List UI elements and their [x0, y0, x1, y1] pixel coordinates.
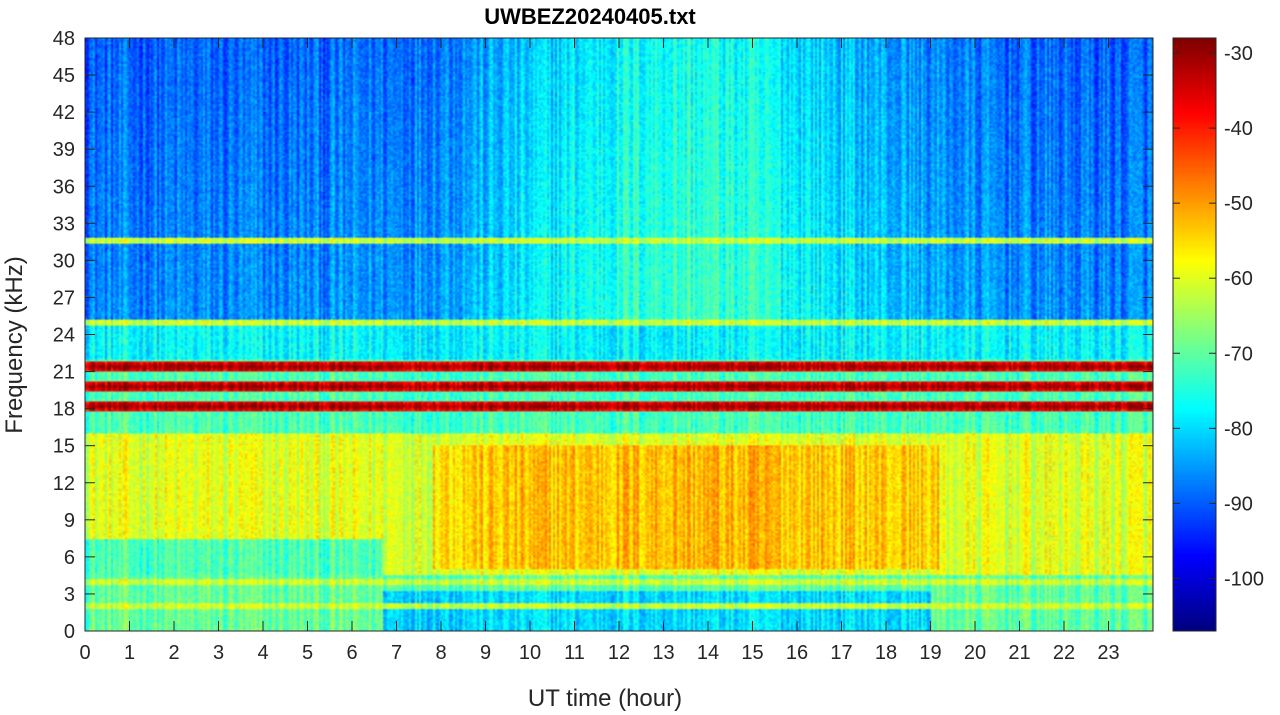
x-tick-label: 4: [257, 642, 268, 664]
x-tick-label: 15: [741, 642, 763, 664]
colorbar-tick-label: -100: [1224, 568, 1264, 590]
colorbar-tick-label: -80: [1224, 418, 1253, 440]
y-tick-label: 12: [53, 473, 75, 495]
colorbar: -30 -40 -50 -60 -70 -80 -90 -100: [1172, 37, 1264, 632]
y-tick-label: 15: [53, 436, 75, 458]
x-tick-label: 7: [391, 642, 402, 664]
colorbar-tick-label: -60: [1224, 268, 1253, 290]
x-tick-label: 14: [697, 642, 719, 664]
colorbar-tick-label: -40: [1224, 118, 1253, 140]
y-tick-label: 3: [64, 584, 75, 606]
colorbar-gradient: [1173, 38, 1216, 631]
x-tick-label: 21: [1008, 642, 1030, 664]
colorbar-tick-label: -90: [1224, 493, 1253, 515]
y-tick-label: 48: [53, 28, 75, 50]
x-axis-label: UT time (hour): [528, 685, 682, 712]
x-tick-label: 12: [608, 642, 630, 664]
y-tick-label: 33: [53, 213, 75, 235]
y-tick-label: 27: [53, 287, 75, 309]
y-tick-label: 30: [53, 250, 75, 272]
x-tick-label: 18: [875, 642, 897, 664]
y-tick-label: 39: [53, 139, 75, 161]
colorbar-frame: [1172, 37, 1217, 632]
x-tick-label: 1: [124, 642, 135, 664]
spectrogram-image: [85, 38, 1153, 631]
x-tick-label: 17: [830, 642, 852, 664]
colorbar-ticks: -30 -40 -50 -60 -70 -80 -90 -100: [1173, 43, 1264, 590]
y-tick-label: 42: [53, 102, 75, 124]
x-tick-label: 20: [964, 642, 986, 664]
x-tick-label: 10: [519, 642, 541, 664]
x-tick-label: 19: [919, 642, 941, 664]
y-tick-label: 45: [53, 65, 75, 87]
y-tick-label: 0: [64, 621, 75, 643]
x-tick-label: 22: [1053, 642, 1075, 664]
y-tick-label: 6: [64, 547, 75, 569]
x-tick-label: 11: [564, 642, 585, 664]
colorbar-tick-label: -30: [1224, 43, 1253, 65]
x-tick-label: 5: [302, 642, 313, 664]
spectrogram-plot-area: [84, 37, 1154, 632]
y-tick-label: 36: [53, 176, 75, 198]
x-tick-label: 8: [435, 642, 446, 664]
colorbar-tick-label: -50: [1224, 193, 1253, 215]
x-axis-ticks: 0 1 2 3 4 5 6 7 8 9 10 11 12 13 14 15 16 17 18 19 20 21 22 23: [79, 38, 1120, 664]
y-tick-label: 21: [53, 362, 75, 384]
x-tick-label: 6: [346, 642, 357, 664]
x-tick-label: 9: [480, 642, 491, 664]
x-tick-label: 0: [79, 642, 90, 664]
y-tick-label: 9: [64, 510, 75, 532]
x-tick-label: 13: [652, 642, 674, 664]
x-tick-label: 23: [1097, 642, 1119, 664]
y-tick-label: 24: [53, 325, 75, 347]
colorbar-tick-label: -70: [1224, 343, 1253, 365]
y-tick-label: 18: [53, 399, 75, 421]
x-tick-label: 16: [786, 642, 808, 664]
y-axis-label: Frequency (kHz): [1, 256, 28, 433]
x-tick-label: 2: [168, 642, 179, 664]
x-tick-label: 3: [213, 642, 224, 664]
chart-title: UWBEZ20240405.txt: [484, 4, 696, 29]
